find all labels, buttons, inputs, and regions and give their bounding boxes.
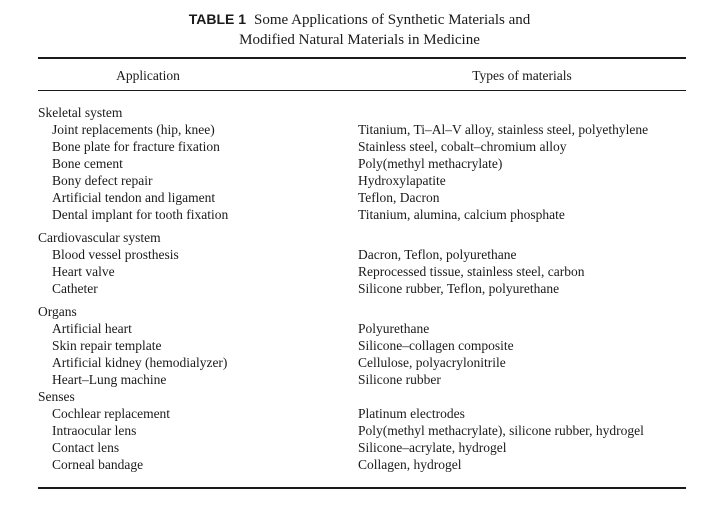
bottom-rule <box>38 487 686 489</box>
table-row-application: Heart valve <box>52 264 115 279</box>
table-row-materials: Dacron, Teflon, polyurethane <box>358 247 517 262</box>
table-row-materials: Cellulose, polyacrylonitrile <box>358 355 506 370</box>
table-title-line-2: Modified Natural Materials in Medicine <box>239 32 480 48</box>
category-senses: Senses <box>38 389 75 404</box>
column-header-application: Application <box>116 68 180 83</box>
category-skeletal: Skeletal system <box>38 105 123 120</box>
table-row-materials: Hydroxylapatite <box>358 173 446 188</box>
table-row-materials: Platinum electrodes <box>358 406 465 421</box>
table-row-materials: Silicone–acrylate, hydrogel <box>358 440 507 455</box>
table-row-materials: Poly(methyl methacrylate) <box>358 156 503 171</box>
table-row-application: Bony defect repair <box>52 173 153 188</box>
table-row-application: Heart–Lung machine <box>52 372 167 387</box>
table-row-materials: Poly(methyl methacrylate), silicone rubb… <box>358 423 644 438</box>
table-row-application: Artificial heart <box>52 321 132 336</box>
table-title-line-1: Some Applications of Synthetic Materials… <box>254 12 531 28</box>
table-row-application: Bone cement <box>52 156 123 171</box>
table-row-materials: Silicone rubber <box>358 372 441 387</box>
table-row-application: Corneal bandage <box>52 457 144 472</box>
table-label: TABLE 1 <box>188 11 247 27</box>
table-row-materials: Titanium, Ti–Al–V alloy, stainless steel… <box>358 122 649 137</box>
table-row-application: Artificial tendon and ligament <box>52 190 216 205</box>
table-row-materials: Collagen, hydrogel <box>358 457 462 472</box>
table-row-materials: Silicone rubber, Teflon, polyurethane <box>358 281 560 296</box>
table-row-application: Blood vessel prosthesis <box>52 247 179 262</box>
table-row-application: Intraocular lens <box>52 423 137 438</box>
table-row-materials: Polyurethane <box>358 321 430 336</box>
table-row-application: Cochlear replacement <box>52 406 171 421</box>
caption-line-1: TABLE 1 Some Applications of Synthetic Ma… <box>0 9 719 30</box>
table-row-materials: Reprocessed tissue, stainless steel, car… <box>358 264 585 279</box>
table-row-materials: Silicone–collagen composite <box>358 338 514 353</box>
table-row-materials: Teflon, Dacron <box>358 190 440 205</box>
header-rule <box>38 90 686 91</box>
table-row-application: Joint replacements (hip, knee) <box>52 122 215 137</box>
table-row-application: Skin repair template <box>52 338 162 353</box>
table-row-application: Contact lens <box>52 440 120 455</box>
table-row-application: Artificial kidney (hemodialyzer) <box>52 355 228 370</box>
table-row-materials: Titanium, alumina, calcium phosphate <box>358 207 565 222</box>
category-cardiovascular: Cardiovascular system <box>38 230 161 245</box>
table-row-materials: Stainless steel, cobalt–chromium alloy <box>358 139 567 154</box>
top-rule <box>38 57 686 59</box>
table-caption: TABLE 1 Some Applications of Synthetic Ma… <box>0 9 719 50</box>
table-row-application: Catheter <box>52 281 98 296</box>
table-row-application: Bone plate for fracture fixation <box>52 139 220 154</box>
category-organs: Organs <box>38 304 77 319</box>
column-header-materials: Types of materials <box>472 68 572 83</box>
table-row-application: Dental implant for tooth fixation <box>52 207 229 222</box>
